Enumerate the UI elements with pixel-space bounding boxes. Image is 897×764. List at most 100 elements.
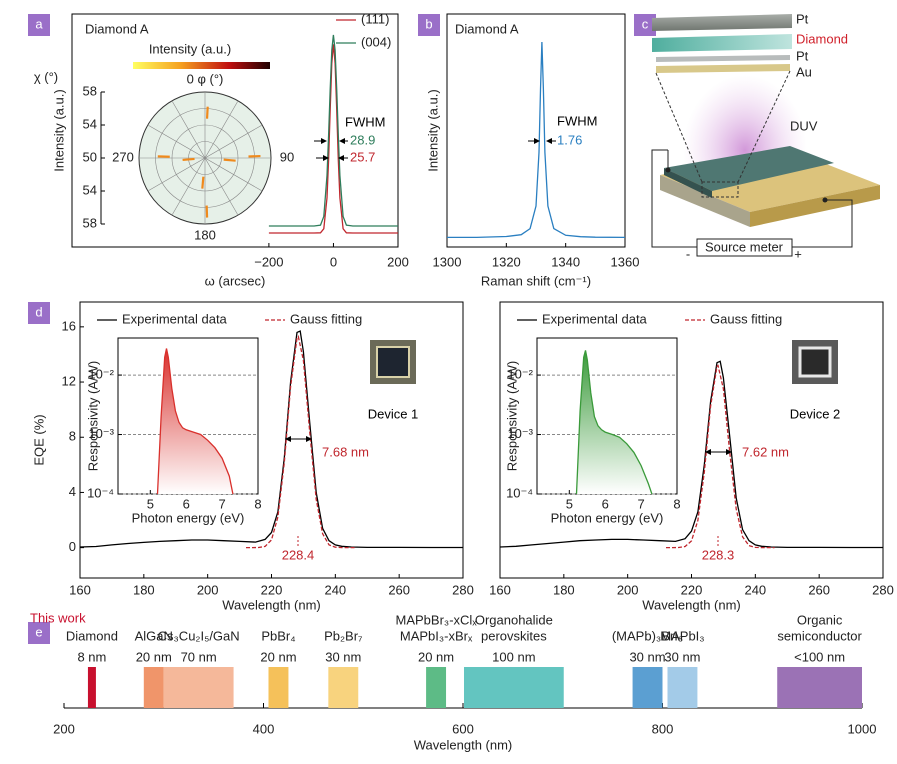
range-name: MAPbI₃-xBrₓ: [400, 628, 473, 643]
panel-label: a: [35, 16, 43, 31]
polar-angle-tick: 90: [280, 149, 294, 164]
y-tick-label: 0: [69, 539, 76, 554]
x-axis-label: Photon energy (eV): [132, 510, 245, 525]
range-name: MAPbBr₃-xClₓ: [396, 612, 478, 627]
legend-label: (004): [361, 34, 391, 49]
data-line: [499, 360, 883, 549]
x-tick-label: 600: [452, 721, 474, 736]
terminal-label: -: [686, 246, 690, 261]
range-bar: [328, 667, 359, 708]
polar-spoke: [171, 100, 239, 216]
y-axis-label: EQE (%): [31, 414, 46, 465]
y-tick-label: 10⁻²: [88, 367, 114, 382]
x-tick-label: 200: [387, 254, 409, 269]
x-tick-label: 200: [197, 582, 219, 597]
y-tick-label: 8: [69, 429, 76, 444]
legend-label: Experimental data: [122, 311, 228, 326]
axes-frame: [446, 13, 626, 248]
layer-au: [656, 64, 790, 73]
x-axis-label: ω (arcsec): [205, 273, 266, 288]
x-tick-label: 0: [330, 254, 337, 269]
colorbar-label: Intensity (a.u.): [149, 41, 231, 56]
x-tick-label: 260: [388, 582, 410, 597]
annotation: 7.68 nm: [322, 444, 369, 459]
data-line: [666, 364, 775, 549]
legend-label: Experimental data: [542, 311, 648, 326]
x-tick-label: 220: [261, 582, 283, 597]
radial-tick-label: 54: [83, 116, 97, 131]
axes-frame: [536, 337, 678, 495]
annotation: 228.4: [282, 547, 315, 562]
annotation: Device 1: [368, 406, 419, 421]
range-width-label: 20 nm: [136, 649, 172, 664]
highlight-label: This work: [30, 610, 86, 625]
x-axis-label: Photon energy (eV): [551, 510, 664, 525]
polar-spot: [223, 158, 236, 162]
range-name: Diamond: [66, 628, 118, 643]
legend-label: (111): [361, 11, 389, 26]
x-tick-label: 240: [744, 582, 766, 597]
panel-label: d: [35, 304, 42, 319]
range-bar: [143, 667, 164, 708]
decorations: [285, 138, 838, 548]
panel-label: c: [642, 16, 649, 31]
y-axis-label: Intensity (a.u.): [51, 89, 66, 171]
x-axis-label: Wavelength (nm): [642, 597, 741, 612]
y-tick-label: 10⁻⁴: [506, 485, 533, 500]
terminal-label: +: [794, 246, 802, 261]
device-photo-chip: [798, 346, 832, 378]
substrate-side: [750, 185, 880, 227]
x-tick-label: 1300: [433, 254, 462, 269]
x-tick-label: 400: [253, 721, 275, 736]
y-tick-label: 10⁻³: [507, 426, 533, 441]
y-tick-label: 4: [69, 484, 76, 499]
x-tick-label: 8: [254, 496, 261, 511]
x-tick-label: 240: [324, 582, 346, 597]
radial-axis-label: χ (°): [34, 69, 58, 84]
zoom-line: [737, 70, 791, 183]
zoom-box: [701, 181, 739, 198]
polar-angle-tick: 180: [194, 227, 216, 242]
x-tick-label: 5: [147, 496, 154, 511]
x-tick-label: 5: [566, 496, 573, 511]
x-axis-label: Raman shift (cm⁻¹): [481, 273, 591, 288]
annotation: 28.9: [350, 132, 375, 147]
device-photo-chip: [376, 346, 410, 378]
y-tick-label: 16: [62, 318, 76, 333]
area-line: [575, 350, 653, 495]
panel-label-box: [634, 14, 656, 36]
polar-angle-label: 0 φ (°): [187, 71, 224, 86]
layer-label: Diamond: [796, 31, 848, 46]
range-width-label: 30 nm: [629, 649, 665, 664]
y-axis-label: Responsivity (A/W): [504, 361, 519, 472]
x-tick-label: 1320: [492, 254, 521, 269]
y-tick-label: 10⁻³: [88, 426, 114, 441]
annotation: Device 2: [790, 406, 841, 421]
colorbar: [133, 62, 270, 69]
y-axis-label: Responsivity (A/W): [85, 361, 100, 472]
range-name: semiconductor: [777, 628, 862, 643]
polar-spot: [205, 106, 209, 119]
range-width-label: 100 nm: [492, 649, 535, 664]
x-tick-label: 200: [617, 582, 639, 597]
chart-title: Diamond A: [455, 21, 519, 36]
range-bar: [87, 667, 96, 708]
range-width-label: 20 nm: [260, 649, 296, 664]
panel-label-box: [28, 302, 50, 324]
layer-diamond: [652, 34, 792, 52]
x-tick-label: 1340: [551, 254, 580, 269]
instrument-label: Source meter: [705, 239, 784, 254]
range-width-label: 70 nm: [181, 649, 217, 664]
x-tick-label: 7: [218, 496, 225, 511]
range-name: AlGaN: [135, 628, 173, 643]
x-tick-label: 220: [681, 582, 703, 597]
x-tick-label: −200: [254, 254, 283, 269]
panel-labels: a b c d e: [28, 14, 656, 644]
range-width-label: <100 nm: [794, 649, 845, 664]
range-width-label: 30 nm: [325, 649, 361, 664]
layer-label: Au: [796, 64, 812, 79]
y-tick-label: 10⁻⁴: [87, 485, 114, 500]
layer-label: Pt: [796, 48, 809, 63]
radial-tick-label: 54: [83, 182, 97, 197]
